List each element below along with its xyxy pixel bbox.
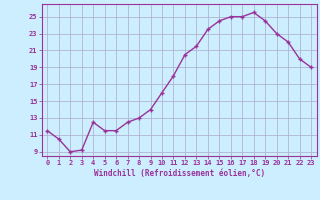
X-axis label: Windchill (Refroidissement éolien,°C): Windchill (Refroidissement éolien,°C) <box>94 169 265 178</box>
